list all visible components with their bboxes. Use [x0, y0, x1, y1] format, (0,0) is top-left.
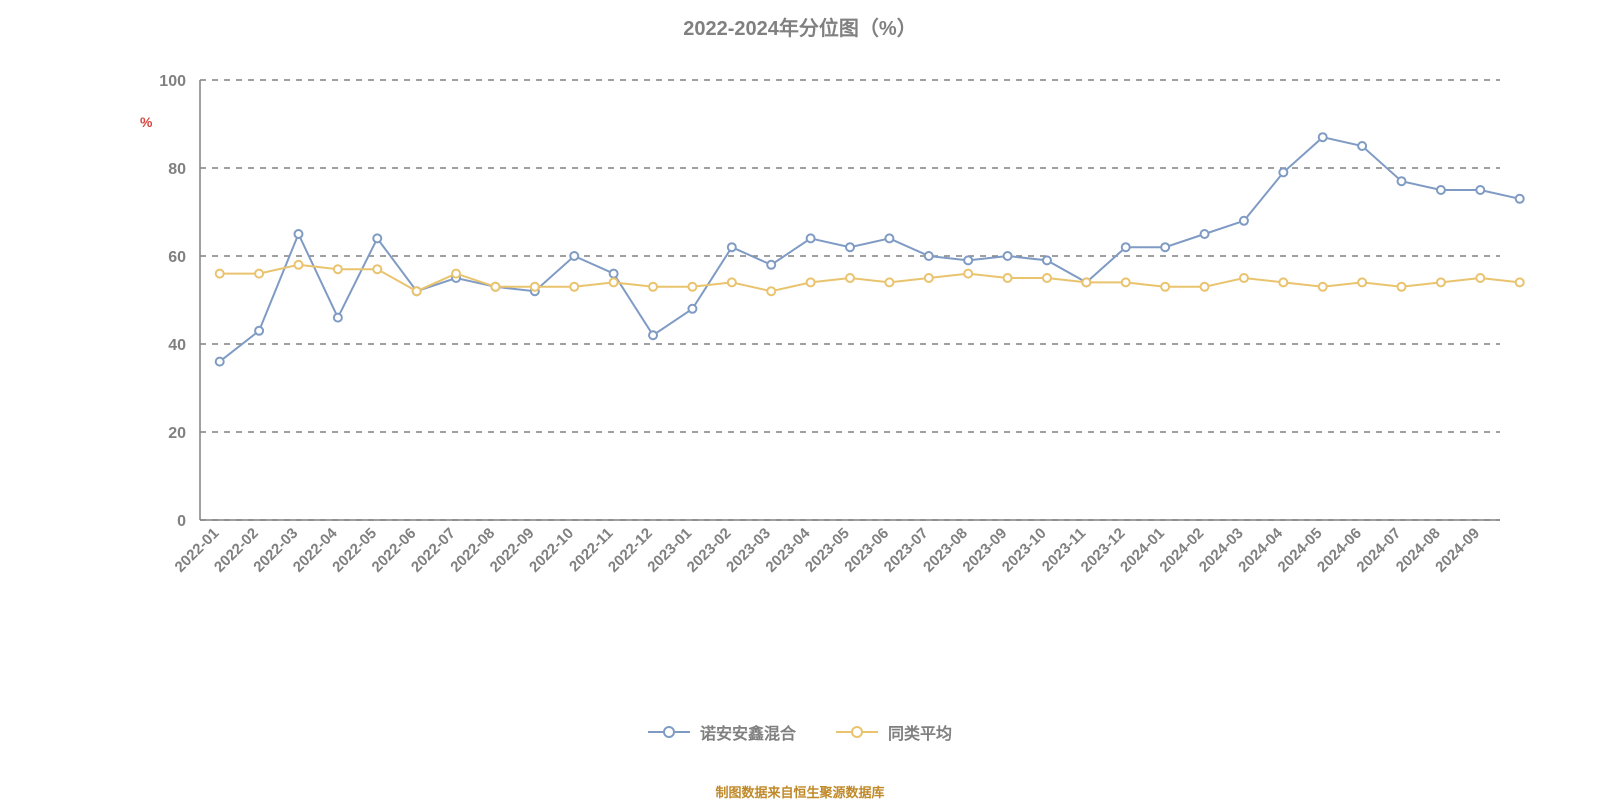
svg-text:2024-09: 2024-09: [1432, 525, 1483, 576]
chart-credit: 制图数据来自恒生聚源数据库: [0, 782, 1600, 801]
chart-svg: 0204060801002022-012022-022022-032022-04…: [0, 0, 1600, 800]
percentile-chart: 2022-2024年分位图（%） % 0204060801002022-0120…: [0, 0, 1600, 800]
svg-text:60: 60: [168, 249, 186, 266]
svg-text:0: 0: [177, 513, 186, 530]
chart-legend: 诺安安鑫混合 同类平均: [0, 720, 1600, 744]
legend-swatch: [648, 725, 690, 739]
legend-item: 诺安安鑫混合: [648, 720, 796, 744]
svg-text:80: 80: [168, 161, 186, 178]
svg-text:40: 40: [168, 337, 186, 354]
svg-text:2022-10: 2022-10: [526, 525, 577, 576]
legend-label: 同类平均: [888, 720, 952, 744]
svg-text:100: 100: [159, 73, 186, 90]
legend-label: 诺安安鑫混合: [700, 720, 796, 744]
svg-text:2023-10: 2023-10: [999, 525, 1050, 576]
svg-text:20: 20: [168, 425, 186, 442]
legend-item: 同类平均: [836, 720, 952, 744]
legend-swatch: [836, 725, 878, 739]
